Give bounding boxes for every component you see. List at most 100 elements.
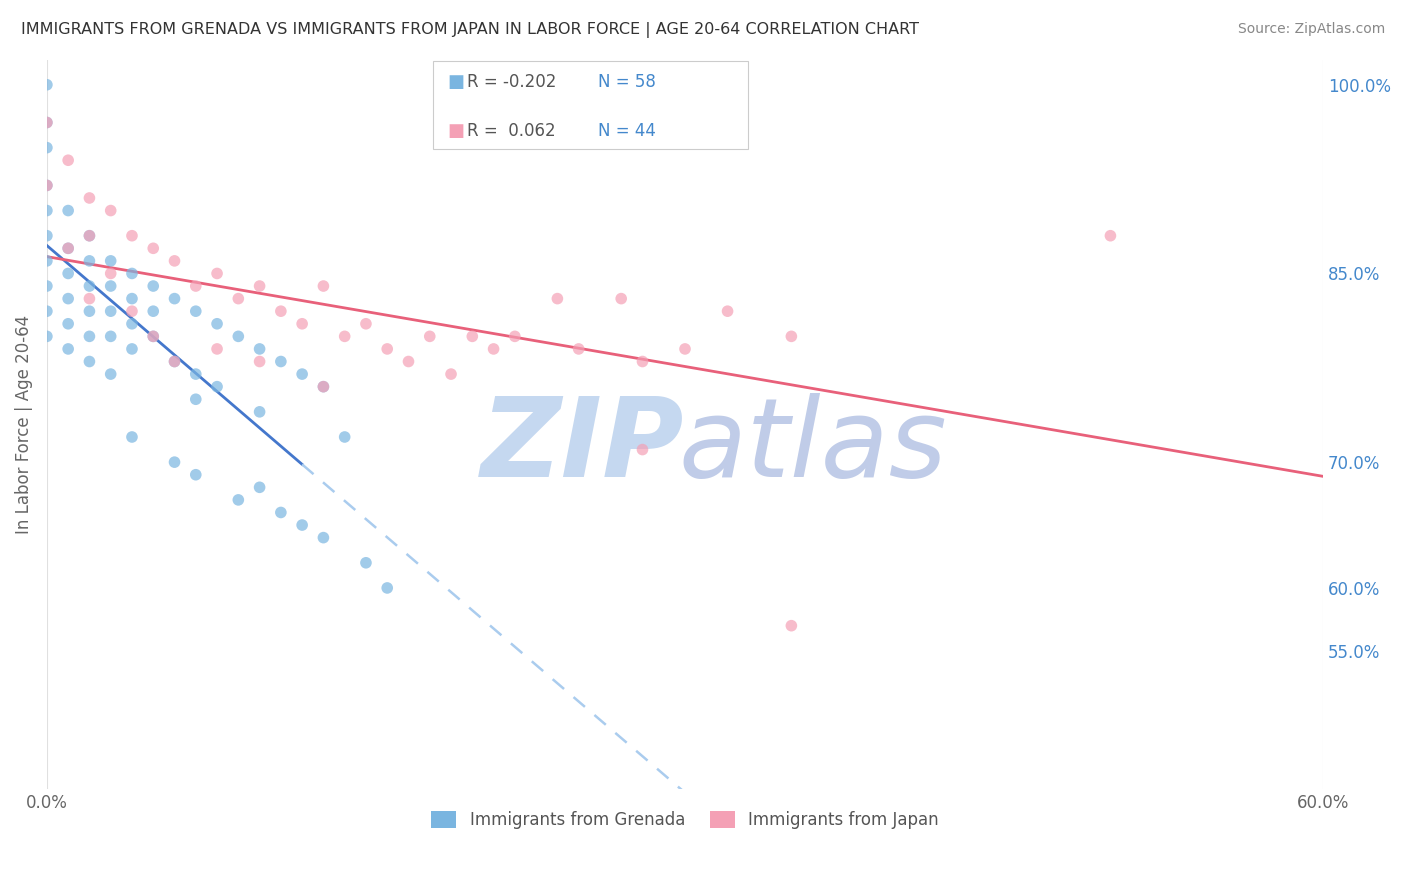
Point [142,329,165,343]
Point [375,342,398,356]
Point [56,342,79,356]
Point [56,267,79,281]
Point [440,367,463,381]
Text: N = 58: N = 58 [598,73,655,91]
Point [79,304,101,318]
Point [121,342,143,356]
Point [333,430,356,444]
Point [56,203,79,218]
Point [163,354,186,368]
Point [482,342,505,356]
Point [205,317,228,331]
Point [568,342,591,356]
Point [121,430,143,444]
Point [631,442,654,457]
Point [249,480,271,494]
Point [121,292,143,306]
Text: R = -0.202: R = -0.202 [467,73,557,91]
Point [312,379,335,393]
Point [312,531,335,545]
Point [79,191,101,205]
Point [35,203,58,218]
Point [780,329,803,343]
Point [79,253,101,268]
Point [228,292,250,306]
Point [100,367,122,381]
Point [673,342,696,356]
Point [56,292,79,306]
Point [35,279,58,293]
Point [35,304,58,318]
Point [503,329,526,343]
Text: ZIP: ZIP [481,392,685,500]
Text: Source: ZipAtlas.com: Source: ZipAtlas.com [1237,22,1385,37]
Point [100,279,122,293]
Point [56,317,79,331]
Point [291,367,314,381]
Point [249,354,271,368]
Point [184,367,207,381]
Point [398,354,420,368]
Point [312,379,335,393]
Point [270,304,292,318]
Point [100,267,122,281]
Point [375,581,398,595]
Point [163,292,186,306]
Point [56,241,79,255]
Point [121,267,143,281]
Point [35,141,58,155]
Point [121,317,143,331]
Point [35,253,58,268]
Point [184,392,207,407]
Point [631,354,654,368]
Point [56,153,79,168]
Point [35,115,58,129]
Point [142,304,165,318]
Point [100,203,122,218]
Point [100,329,122,343]
Point [121,228,143,243]
Point [79,329,101,343]
Point [56,241,79,255]
Point [35,178,58,193]
Point [312,279,335,293]
Point [546,292,568,306]
Point [249,405,271,419]
Point [780,618,803,632]
Point [716,304,738,318]
Point [163,455,186,469]
Point [333,329,356,343]
Text: IMMIGRANTS FROM GRENADA VS IMMIGRANTS FROM JAPAN IN LABOR FORCE | AGE 20-64 CORR: IMMIGRANTS FROM GRENADA VS IMMIGRANTS FR… [21,22,920,38]
Point [35,115,58,129]
Point [184,279,207,293]
Point [79,354,101,368]
Point [354,317,377,331]
Point [610,292,633,306]
Text: ■: ■ [447,73,464,91]
Point [100,304,122,318]
Point [79,279,101,293]
Legend: Immigrants from Grenada, Immigrants from Japan: Immigrants from Grenada, Immigrants from… [425,804,945,836]
Text: atlas: atlas [678,392,948,500]
Point [79,228,101,243]
Point [35,329,58,343]
Point [228,492,250,507]
Point [270,354,292,368]
Point [291,518,314,533]
Point [35,78,58,92]
Point [249,342,271,356]
Point [35,228,58,243]
Point [142,279,165,293]
Point [142,329,165,343]
Point [79,292,101,306]
Point [461,329,484,343]
Point [419,329,441,343]
Point [79,228,101,243]
Text: N = 44: N = 44 [598,122,655,140]
Point [142,241,165,255]
Point [291,317,314,331]
Point [205,379,228,393]
Point [270,506,292,520]
Point [184,304,207,318]
Point [249,279,271,293]
